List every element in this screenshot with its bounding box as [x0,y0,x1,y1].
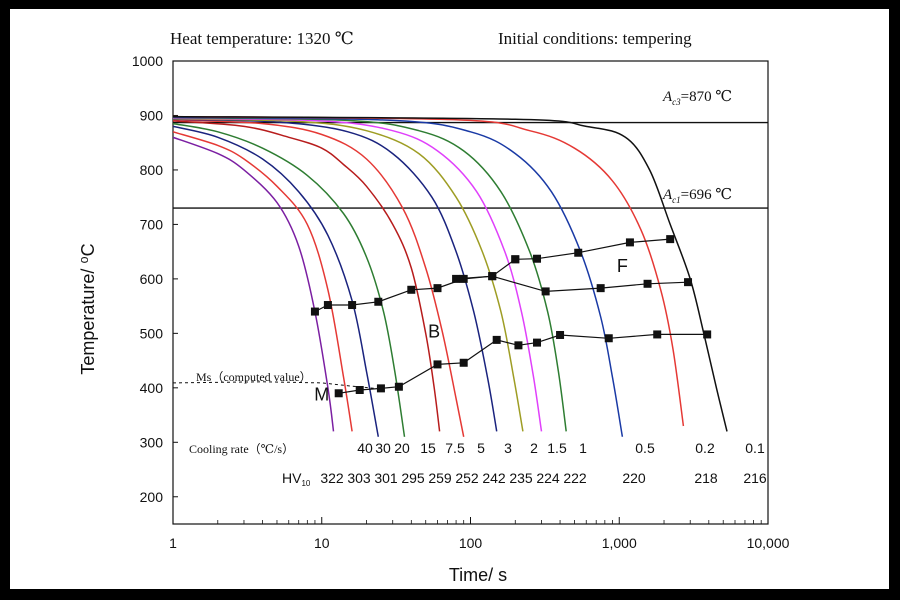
cooling-curve-2 [173,117,524,432]
transformation-marker [376,384,385,393]
header-right: Initial conditions: tempering [498,29,692,48]
cooling-curve-40 [173,136,335,432]
transformation-marker [488,272,497,281]
transformation-marker [666,235,675,244]
y-tick-label: 300 [140,434,164,450]
hardness-value: 303 [347,470,371,486]
transformation-marker [459,274,468,283]
region-label-M: M [314,384,329,404]
transformation-marker [511,255,520,264]
transformation-marker [604,334,613,343]
x-tick-label: 10 [314,535,330,551]
reference-label-Ac1: Ac1=696 ℃ [662,187,732,205]
transformation-marker [556,330,565,339]
transformation-marker [574,248,583,257]
y-tick-label: 800 [140,162,164,178]
transformation-marker [684,278,693,287]
transformation-marker [452,274,461,283]
transformation-marker [374,297,383,306]
transformation-marker [514,341,523,350]
hardness-value: 216 [743,470,767,486]
transformation-marker [459,358,468,367]
cooling-rate-value: 2 [530,440,538,456]
cooling-curve-7.5 [173,120,441,432]
ms-label: Ms（computed value） [196,370,312,384]
y-tick-label: 500 [140,325,164,341]
cooling-rate-value: 1 [579,440,587,456]
transformation-marker [703,330,712,339]
cooling-rate-value: 0.2 [695,440,715,456]
cct-chart: Heat temperature: 1320 ℃ Initial conditi… [78,29,790,585]
y-tick-label: 400 [140,380,164,396]
y-tick-label: 200 [140,489,164,505]
cooling-rate-value: 3 [504,440,512,456]
plot-content [173,115,768,437]
transformation-marker [407,285,416,294]
y-tick-label: 900 [140,107,164,123]
transformation-marker [394,382,403,391]
cooling-curve-0.1 [173,115,728,432]
hardness-value: 322 [320,470,344,486]
x-tick-label: 100 [459,535,483,551]
cooling-curve-1 [173,116,567,432]
transformation-marker [533,254,542,263]
cooling-rate-value: 1.5 [547,440,567,456]
cooling-curve-0.2 [173,115,685,427]
hardness-value: 222 [563,470,587,486]
transformation-marker [541,287,550,296]
x-tick-label: 10,000 [747,535,790,551]
header-left: Heat temperature: 1320 ℃ [170,29,354,48]
transformation-marker [334,389,343,398]
hardness-value: 259 [428,470,452,486]
y-tick-label: 600 [140,271,164,287]
cooling-curve-1.5 [173,117,543,432]
cooling-rate-value: 0.5 [635,440,655,456]
hardness-value: 301 [374,470,398,486]
cooling-curve-3 [173,118,498,432]
cooling-rate-label: Cooling rate（℃/s） [189,442,294,456]
transformation-marker [643,279,652,288]
y-tick-label: 700 [140,216,164,232]
transformation-marker [310,307,319,316]
figure-frame: Heat temperature: 1320 ℃ Initial conditi… [10,9,889,589]
transformation-marker [533,338,542,347]
hardness-value: 224 [536,470,560,486]
hardness-value: 242 [482,470,506,486]
x-tick-label: 1,000 [602,535,637,551]
transformation-marker [433,284,442,293]
region-label-F: F [617,256,628,276]
cooling-curve-5 [173,119,465,437]
hardness-value: 295 [401,470,425,486]
reference-label-Ac3: Ac3=870 ℃ [662,89,732,107]
x-axis-title: Time/ s [449,565,507,585]
cooling-curve-0.5 [173,116,624,437]
y-axis-title: Temperature/ ⁰C [78,243,98,374]
cooling-curve-15 [173,122,406,437]
region-label-B: B [428,322,440,342]
transformation-marker [653,330,662,339]
cooling-rate-value: 20 [394,440,410,456]
hardness-value: 235 [509,470,533,486]
hardness-value: 220 [622,470,646,486]
transformation-marker [355,386,364,395]
transformation-marker [625,238,634,247]
transformation-marker [323,301,332,310]
hv-label: HV10 [282,470,311,488]
x-tick-label: 1 [169,535,177,551]
cooling-rate-value: 40 [357,440,373,456]
transformation-marker [348,301,357,310]
cooling-rate-value: 15 [420,440,436,456]
cooling-rate-value: 7.5 [445,440,465,456]
cooling-rate-value: 5 [477,440,485,456]
cooling-curve-20 [173,125,380,437]
hardness-value: 218 [694,470,718,486]
hardness-value: 252 [455,470,479,486]
transformation-marker [492,335,501,344]
cooling-rate-value: 0.1 [745,440,765,456]
cooling-rate-value: 30 [375,440,391,456]
y-tick-label: 1000 [132,53,163,69]
cooling-curve-30 [173,131,353,432]
transformation-marker [433,360,442,369]
transformation-marker [596,284,605,293]
